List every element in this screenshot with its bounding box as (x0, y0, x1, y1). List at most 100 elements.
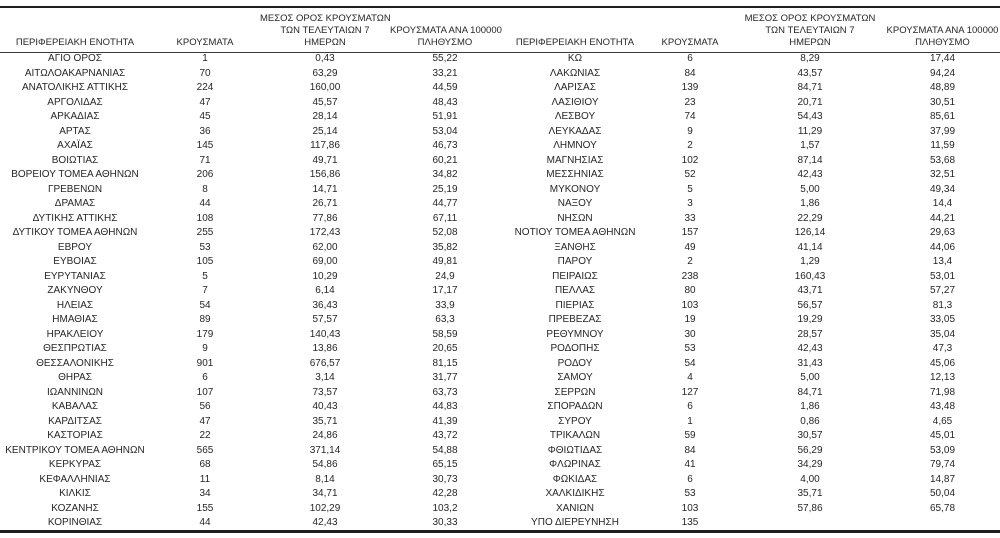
cases-cell: 71 (199, 154, 211, 166)
avg7-cell: 73,57 (312, 386, 338, 398)
cases-cell: 41 (684, 459, 696, 470)
avg7-cell: 49,71 (312, 154, 338, 166)
table-row: ΕΒΡΟΥ 53 62,00 35,82 (0, 241, 500, 256)
per100k-cell: 4,65 (932, 415, 953, 427)
table-row: ΑΝΑΤΟΛΙΚΗΣ ΑΤΤΙΚΗΣ 224 160,00 44,59 (0, 81, 500, 96)
per100k-cell: 30,73 (432, 473, 458, 485)
cases-cell: 36 (199, 125, 211, 137)
cases-cell: 255 (196, 227, 214, 238)
per100k-cell: 45,06 (929, 357, 956, 369)
avg7-cell: 160,00 (309, 82, 341, 93)
header-cases: ΚΡΟΥΣΜΑΤΑ (645, 12, 735, 52)
cases-cell: 7 (202, 285, 208, 296)
per100k-cell: 31,77 (432, 372, 458, 383)
avg7-cell: 156,86 (309, 169, 341, 180)
table-row: ΝΟΤΙΟΥ ΤΟΜΕΑ ΑΘΗΝΩΝ 157 126,14 29,63 (505, 226, 1000, 241)
avg7-cell: 54,43 (797, 111, 823, 122)
region-cell: ΦΘΙΩΤΙΔΑΣ (547, 444, 603, 456)
avg7-cell: 28,57 (797, 328, 823, 340)
region-cell: ΞΑΝΘΗΣ (554, 241, 596, 253)
region-cell: ΛΕΥΚΑΔΑΣ (548, 125, 602, 137)
avg7-cell: 26,71 (312, 198, 338, 209)
header-per100k: ΚΡΟΥΣΜΑΤΑ ΑΝΑ 100000 ΠΛΗΘΥΣΜΟ (885, 12, 1000, 52)
region-cell: ΡΕΘΥΜΝΟΥ (546, 328, 604, 340)
avg7-cell: 42,43 (312, 517, 338, 528)
avg7-cell: 6,14 (315, 285, 335, 296)
cases-cell: 5 (687, 183, 693, 195)
avg7-cell: 57,86 (797, 502, 823, 514)
header-cases-label: ΚΡΟΥΣΜΑΤΑ (176, 37, 234, 48)
avg7-cell: 30,57 (797, 430, 823, 441)
header-avg7-line2: ΤΩΝ ΤΕΛΕΥΤΑΙΩΝ 7 (280, 25, 370, 36)
cases-cell: 11 (199, 473, 211, 485)
per100k-cell: 67,11 (432, 212, 458, 224)
header-per100k-line2: ΠΛΗΘΥΣΜΟ (915, 37, 970, 48)
region-cell: ΗΛΕΙΑΣ (56, 299, 94, 311)
table-row: ΝΗΣΩΝ 33 22,29 44,21 (505, 212, 1000, 227)
per100k-cell: 24,9 (435, 270, 455, 282)
cases-cell: 179 (196, 328, 214, 340)
avg7-cell: 172,43 (309, 227, 341, 238)
table-row: ΜΕΣΣΗΝΙΑΣ 52 42,43 32,51 (505, 168, 1000, 183)
region-cell: ΔΡΑΜΑΣ (54, 198, 96, 209)
cases-cell: 52 (684, 169, 696, 180)
avg7-cell: 371,14 (309, 444, 341, 456)
per100k-cell: 44,06 (929, 241, 956, 253)
per100k-cell: 65,15 (432, 459, 458, 470)
table-row: ΛΑΣΙΘΙΟΥ 23 20,71 30,51 (505, 96, 1000, 111)
table-row: ΑΧΑΪΑΣ 145 117,86 46,73 (0, 139, 500, 154)
header-region: ΠΕΡΙΦΕΡΕΙΑΚΗ ΕΝΟΤΗΤΑ (505, 12, 645, 52)
avg7-cell: 28,14 (312, 111, 338, 122)
cases-cell: 206 (196, 169, 214, 180)
per100k-cell: 54,88 (432, 444, 458, 456)
cases-cell: 1 (202, 53, 208, 64)
table-row: ΤΡΙΚΑΛΩΝ 59 30,57 45,01 (505, 429, 1000, 444)
region-cell: ΥΠΟ ΔΙΕΡΕΥΝΗΣΗ (531, 517, 619, 528)
avg7-cell: 3,14 (315, 372, 335, 383)
header-region-label: ΠΕΡΙΦΕΡΕΙΑΚΗ ΕΝΟΤΗΤΑ (15, 37, 135, 48)
region-cell: ΑΓΙΟ ΟΡΟΣ (48, 53, 102, 64)
region-cell: ΚΟΖΑΝΗΣ (51, 502, 99, 514)
table-row: ΚΕΝΤΡΙΚΟΥ ΤΟΜΕΑ ΑΘΗΝΩΝ 565 371,14 54,88 (0, 444, 500, 459)
per100k-cell: 49,34 (929, 183, 956, 195)
table-row: ΣΕΡΡΩΝ 127 84,71 71,98 (505, 386, 1000, 401)
per100k-cell: 12,13 (929, 372, 956, 383)
per100k-cell: 14,4 (932, 198, 953, 209)
header-cases-label: ΚΡΟΥΣΜΑΤΑ (661, 37, 719, 48)
per100k-cell: 17,17 (432, 285, 458, 296)
region-cell: ΖΑΚΥΝΘΟΥ (47, 285, 103, 296)
per100k-cell: 48,89 (929, 82, 956, 93)
region-cell: ΚΙΛΚΙΣ (59, 488, 91, 499)
per100k-cell: 11,59 (930, 140, 955, 151)
per100k-cell: 60,21 (432, 154, 458, 166)
table-row: ΡΟΔΟΠΗΣ 53 42,43 47,3 (505, 342, 1000, 357)
per100k-cell: 20,65 (432, 343, 458, 354)
avg7-cell: 45,57 (312, 96, 338, 108)
avg7-cell: 126,14 (794, 227, 826, 238)
per100k-cell: 58,59 (432, 328, 458, 340)
cases-cell: 59 (684, 430, 696, 441)
cases-cell: 3 (687, 198, 693, 209)
per100k-cell: 46,73 (432, 140, 458, 151)
avg7-cell: 14,71 (312, 183, 338, 195)
table-row: ΖΑΚΥΝΘΟΥ 7 6,14 17,17 (0, 284, 500, 299)
per100k-cell: 44,59 (432, 82, 458, 93)
per100k-cell: 35,82 (432, 241, 458, 253)
per100k-cell: 13,4 (932, 256, 953, 267)
region-cell: ΣΥΡΟΥ (558, 415, 592, 427)
region-cell: ΚΑΒΑΛΑΣ (51, 401, 99, 412)
header-avg7-line2: ΤΩΝ ΤΕΛΕΥΤΑΙΩΝ 7 (765, 25, 855, 36)
per100k-cell: 53,04 (432, 125, 458, 137)
avg7-cell: 43,71 (797, 285, 823, 296)
avg7-cell: 160,43 (794, 270, 826, 282)
region-cell: ΠΕΛΛΑΣ (554, 285, 596, 296)
avg7-cell: 84,71 (797, 386, 823, 398)
table-row: ΗΡΑΚΛΕΙΟΥ 179 140,43 58,59 (0, 328, 500, 343)
table-row: ΚΟΖΑΝΗΣ 155 102,29 103,2 (0, 502, 500, 517)
table-row: ΜΑΓΝΗΣΙΑΣ 102 87,14 53,68 (505, 154, 1000, 169)
per100k-cell: 43,48 (929, 401, 956, 412)
per100k-cell: 44,77 (432, 198, 458, 209)
region-cell: ΑΡΚΑΔΙΑΣ (50, 111, 100, 122)
cases-cell: 80 (684, 285, 696, 296)
table-row: ΡΕΘΥΜΝΟΥ 30 28,57 35,04 (505, 328, 1000, 343)
